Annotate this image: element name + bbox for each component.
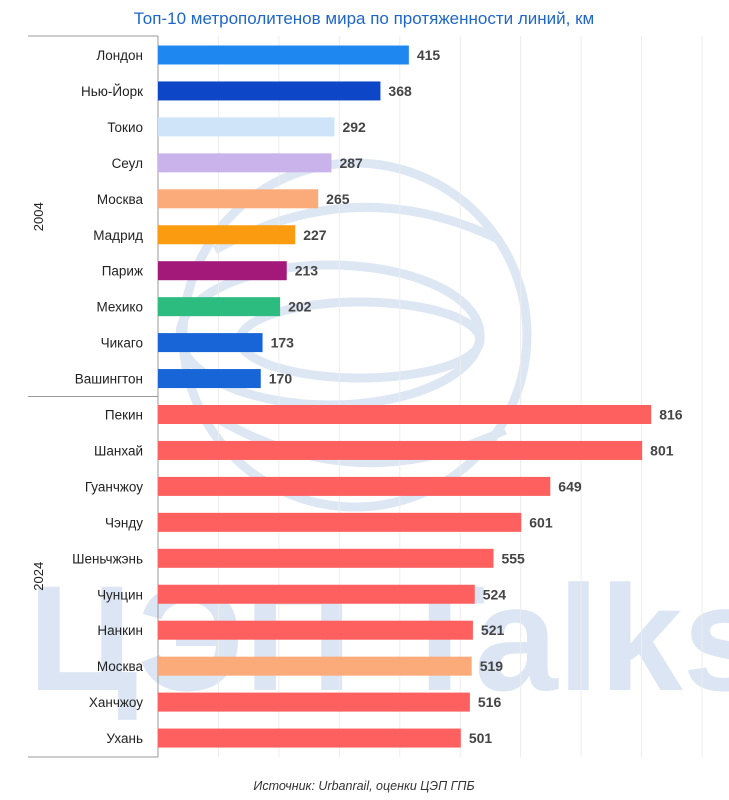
bar-2004-6 [158, 225, 296, 245]
data-label: 501 [469, 730, 493, 746]
bar-2024-1 [158, 405, 652, 424]
data-label: 202 [288, 299, 312, 315]
category-label: Пекин [105, 408, 143, 423]
group-label-2004: 2004 [31, 202, 46, 231]
data-label: 368 [388, 83, 412, 99]
bar-2004-4 [158, 153, 332, 173]
bar-2024-3 [158, 476, 551, 496]
category-label: Лондон [96, 48, 143, 63]
bar-2024-9 [158, 692, 470, 712]
data-label: 265 [326, 191, 350, 207]
data-label: 801 [650, 442, 674, 458]
category-label: Чунцин [97, 587, 143, 602]
bar-series [158, 45, 652, 748]
data-label: 516 [478, 694, 502, 710]
bar-2004-2 [158, 81, 381, 101]
data-label: 173 [271, 335, 295, 351]
category-label: Мехико [97, 300, 143, 315]
category-label: Вашингтон [75, 372, 143, 387]
bar-2024-6 [158, 584, 475, 604]
data-label: 213 [295, 263, 319, 279]
data-label: 287 [339, 155, 363, 171]
data-label: 415 [417, 47, 441, 63]
category-label: Нанкин [97, 623, 143, 638]
data-label: 227 [303, 227, 327, 243]
bar-2004-7 [158, 261, 287, 281]
category-label: Ухань [106, 731, 143, 746]
category-label: Москва [97, 659, 144, 674]
bar-2024-8 [158, 656, 472, 676]
category-label: Чэнду [105, 515, 143, 530]
data-label: 170 [269, 371, 293, 387]
data-label: 519 [480, 658, 504, 674]
category-label: Шеньчжэнь [72, 551, 143, 566]
bar-2024-7 [158, 620, 473, 640]
data-label: 555 [501, 550, 525, 566]
data-label: 292 [342, 119, 366, 135]
group-axis: 2004 2024 [28, 35, 158, 758]
bar-2024-5 [158, 548, 494, 568]
bar-2004-8 [158, 297, 281, 317]
bar-2004-10 [158, 369, 261, 389]
category-label: Нью-Йорк [81, 84, 143, 99]
bar-2024-10 [158, 728, 461, 748]
category-label: Мадрид [93, 228, 143, 243]
data-label: 521 [481, 622, 505, 638]
bar-2004-1 [158, 45, 409, 65]
data-label: 649 [558, 478, 582, 494]
category-label: Москва [97, 192, 144, 207]
group-label-2024: 2024 [31, 562, 46, 591]
category-label: Ханчжоу [89, 695, 143, 710]
bar-2004-9 [158, 333, 263, 353]
data-label: 524 [483, 586, 507, 602]
value-labels: 415 368 292 287 265 227 213 202 173 170 816 801 649 6… [269, 47, 683, 746]
data-label: 601 [529, 514, 553, 530]
category-labels: Лондон Нью-Йорк Токио Сеул Москва Мадрид Париж… [72, 48, 143, 746]
category-label: Гуанчжоу [85, 479, 143, 494]
category-label: Шанхай [94, 443, 143, 458]
bar-2004-3 [158, 117, 335, 137]
data-label: 816 [659, 407, 683, 423]
bar-2004-5 [158, 189, 319, 209]
category-label: Чикаго [101, 336, 143, 351]
category-label: Париж [102, 264, 143, 279]
chart-title: Топ-10 метрополитенов мира по протяженно… [134, 9, 595, 28]
source-note: Источник: Urbanrail, оценки ЦЭП ГПБ [253, 779, 474, 793]
bar-2024-2 [158, 440, 643, 460]
bar-2024-4 [158, 512, 522, 532]
category-label: Сеул [112, 156, 143, 171]
category-label: Токио [107, 120, 143, 135]
